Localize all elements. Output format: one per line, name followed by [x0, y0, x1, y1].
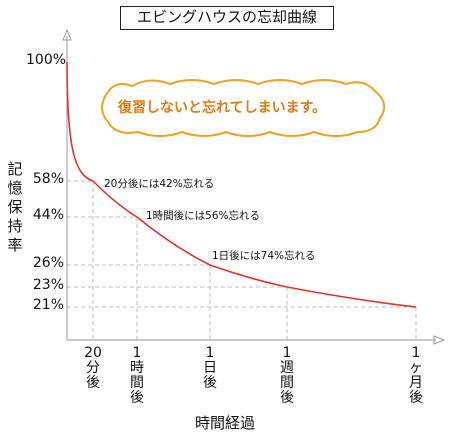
annotation-20min: 20分後には42%忘れる [104, 178, 215, 190]
x-tick-1-part-2: 間 [130, 375, 144, 391]
y-tick-26: 26% [32, 255, 64, 271]
y-axis-label-char-3: 持 [7, 217, 23, 235]
annotation-1day: 1日後には74%忘れる [212, 250, 316, 262]
x-axis-arrow [433, 335, 446, 345]
chart-title: エビングハウスの忘却曲線 [120, 6, 334, 30]
callout-bubble [101, 79, 386, 137]
x-tick-0-part-0: 20 [84, 345, 102, 361]
y-tick-21: 21% [32, 297, 64, 313]
y-axis-label-char-2: 保 [7, 198, 23, 216]
x-tick-3-part-1: 週 [280, 360, 294, 376]
y-axis-label-char-0: 記 [7, 160, 23, 178]
forgetting-curve-line [66, 61, 417, 308]
y-tick-23: 23% [32, 277, 64, 293]
y-axis-label: 記憶保持率 [6, 160, 24, 255]
y-tick-58: 58% [32, 171, 64, 187]
grid-lines [67, 180, 417, 340]
x-tick-1-part-1: 時 [130, 360, 144, 376]
x-tick-2-part-2: 後 [203, 375, 217, 391]
annotation-1hour: 1時間後には56%忘れる [146, 210, 261, 222]
x-tick-3-part-0: 1 [282, 345, 292, 361]
y-axis-arrow [62, 28, 72, 41]
x-tick-2-part-0: 1 [205, 345, 215, 361]
x-tick-4-part-2: 月 [409, 375, 423, 391]
y-axis-label-char-4: 率 [7, 236, 23, 254]
callout-text: 復習しないと忘れてしまいます。 [118, 100, 327, 116]
y-tick-100: 100% [26, 52, 67, 68]
x-tick-4-part-0: 1 [411, 345, 421, 361]
x-tick-3-part-2: 間 [280, 375, 294, 391]
x-tick-1-part-3: 後 [130, 390, 144, 406]
x-tick-0-part-2: 後 [86, 375, 100, 391]
x-tick-4-part-1: ヶ [409, 360, 423, 376]
x-tick-0: 20 分後 [83, 346, 103, 391]
x-tick-4-part-3: 後 [409, 390, 423, 406]
x-tick-0-part-1: 分 [86, 360, 100, 376]
x-axis-label: 時間経過 [194, 414, 255, 432]
x-tick-1-part-0: 1 [132, 345, 142, 361]
y-tick-44: 44% [32, 207, 64, 223]
x-tick-2-part-1: 日 [203, 360, 217, 376]
y-axis-label-char-1: 憶 [7, 179, 23, 197]
x-tick-3-part-3: 後 [280, 390, 294, 406]
